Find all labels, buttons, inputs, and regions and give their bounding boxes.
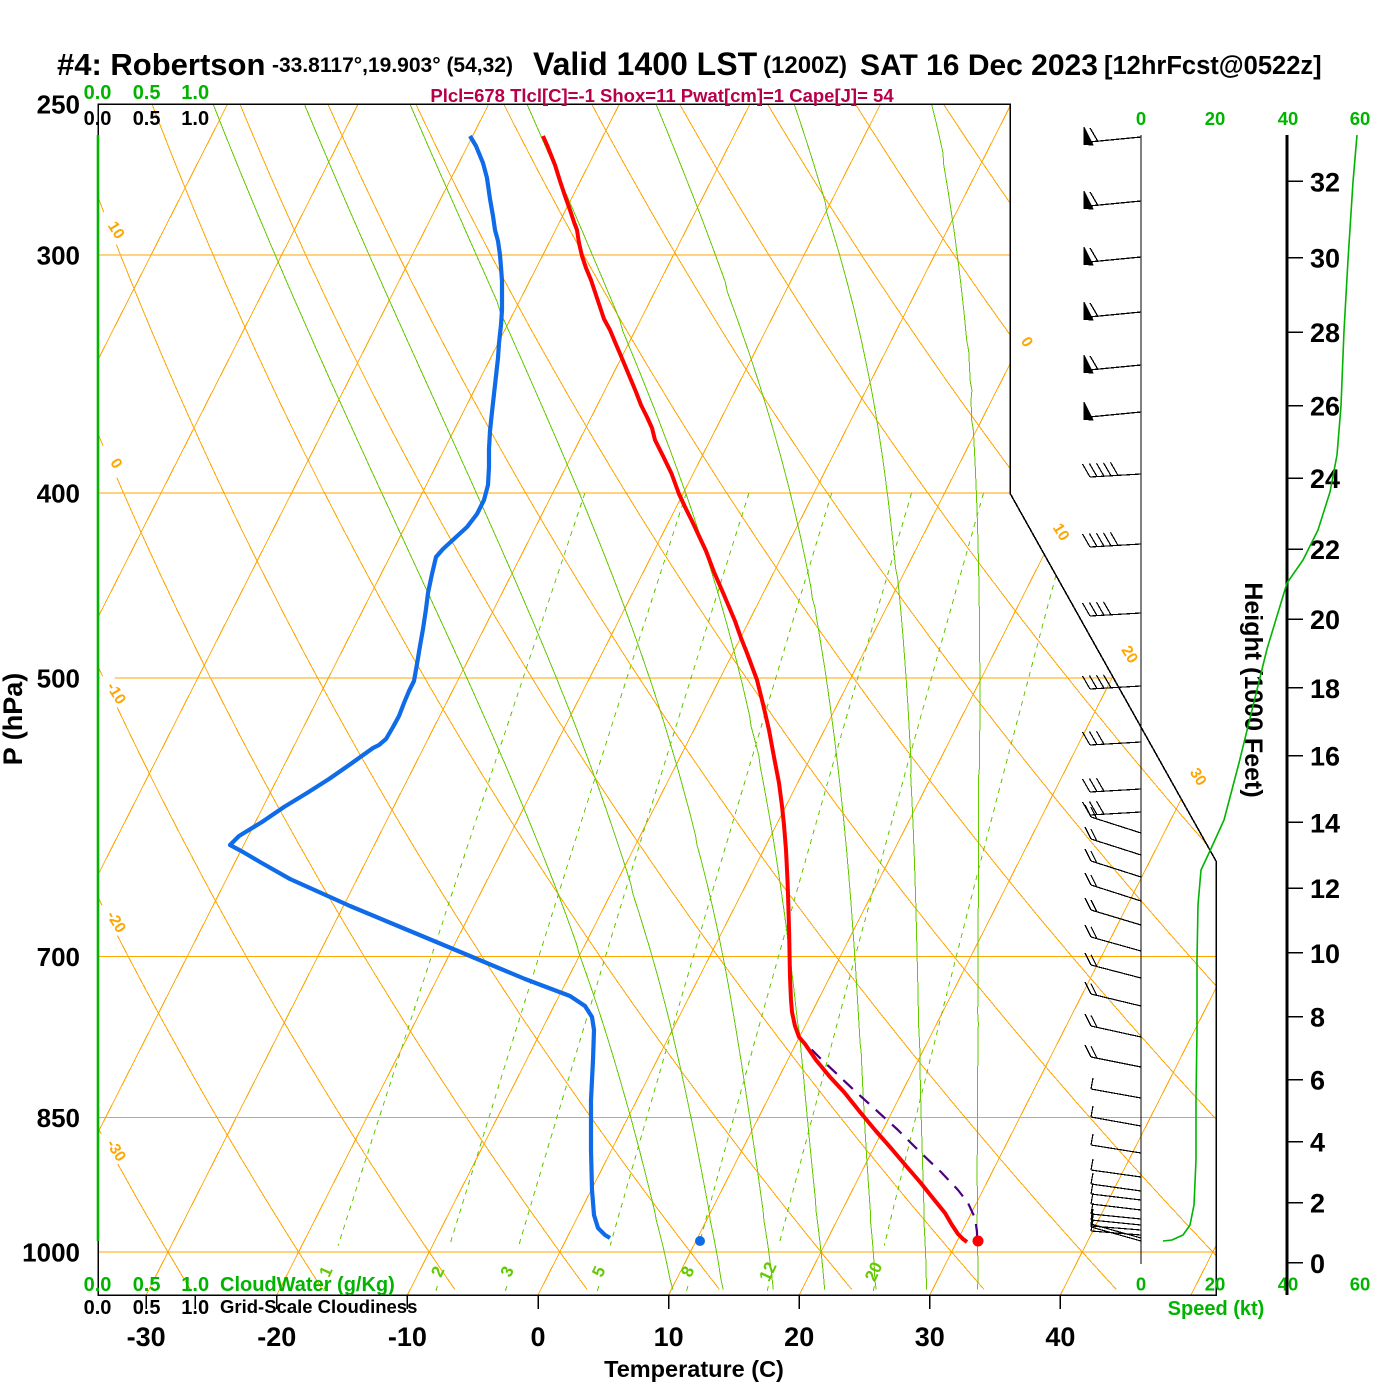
svg-text:Valid 1400 LST: Valid 1400 LST: [533, 46, 758, 82]
svg-text:8: 8: [1310, 1003, 1325, 1033]
svg-text:1.0: 1.0: [181, 1274, 209, 1296]
svg-text:1.0: 1.0: [181, 1297, 209, 1319]
svg-text:700: 700: [37, 942, 80, 972]
svg-text:850: 850: [37, 1103, 80, 1133]
svg-text:18: 18: [1310, 674, 1340, 704]
svg-text:0: 0: [1310, 1249, 1325, 1279]
svg-text:Height (1000 Feet): Height (1000 Feet): [1239, 582, 1267, 797]
svg-text:0.5: 0.5: [133, 82, 161, 104]
svg-text:Temperature (C): Temperature (C): [604, 1356, 784, 1382]
svg-text:10: 10: [104, 219, 128, 243]
svg-text:12: 12: [1310, 874, 1340, 904]
svg-text:-10: -10: [388, 1322, 427, 1352]
svg-text:300: 300: [37, 241, 80, 271]
svg-text:Speed (kt): Speed (kt): [1168, 1298, 1265, 1320]
svg-text:0.0: 0.0: [84, 1297, 112, 1319]
svg-text:0.0: 0.0: [84, 108, 112, 130]
svg-text:-30: -30: [127, 1322, 166, 1352]
svg-text:0: 0: [1136, 1274, 1146, 1295]
svg-text:400: 400: [37, 479, 80, 509]
svg-text:26: 26: [1310, 392, 1340, 422]
svg-text:22: 22: [1310, 535, 1340, 565]
svg-text:P (hPa): P (hPa): [0, 673, 28, 766]
svg-text:32: 32: [1310, 167, 1340, 197]
svg-text:0.5: 0.5: [133, 108, 161, 130]
svg-text:-20: -20: [257, 1322, 296, 1352]
svg-text:1.0: 1.0: [181, 82, 209, 104]
svg-text:10: 10: [654, 1322, 684, 1352]
svg-text:CloudWater (g/Kg): CloudWater (g/Kg): [220, 1274, 395, 1296]
svg-text:60: 60: [1350, 108, 1371, 129]
svg-text:16: 16: [1310, 742, 1340, 772]
svg-text:20: 20: [1117, 643, 1141, 667]
svg-text:0.0: 0.0: [84, 82, 112, 104]
svg-text:30: 30: [915, 1322, 945, 1352]
svg-text:0.5: 0.5: [133, 1297, 161, 1319]
svg-text:10: 10: [1049, 520, 1073, 544]
svg-text:SAT 16 Dec 2023: SAT 16 Dec 2023: [860, 49, 1098, 82]
svg-text:500: 500: [37, 664, 80, 694]
svg-text:1.0: 1.0: [181, 108, 209, 130]
svg-text:20: 20: [784, 1322, 814, 1352]
svg-text:4: 4: [1310, 1128, 1325, 1158]
svg-text:Grid-Scale Cloudiness: Grid-Scale Cloudiness: [220, 1296, 417, 1317]
svg-text:Plcl=678 Tlcl[C]=-1 Shox=11 Pw: Plcl=678 Tlcl[C]=-1 Shox=11 Pwat[cm]=1 C…: [430, 85, 894, 106]
svg-text:0: 0: [1136, 108, 1146, 129]
svg-text:2: 2: [1310, 1189, 1325, 1219]
svg-text:#4: Robertson: #4: Robertson: [57, 47, 265, 82]
svg-text:20: 20: [1310, 605, 1340, 635]
svg-text:0.5: 0.5: [133, 1274, 161, 1296]
svg-text:(1200Z): (1200Z): [763, 52, 847, 79]
svg-text:6: 6: [1310, 1066, 1325, 1096]
svg-text:40: 40: [1278, 108, 1299, 129]
svg-text:[12hrFcst@0522z]: [12hrFcst@0522z]: [1104, 52, 1322, 80]
svg-text:24: 24: [1310, 464, 1340, 494]
svg-text:0: 0: [530, 1322, 545, 1352]
svg-text:20: 20: [1205, 1274, 1226, 1295]
svg-text:20: 20: [1205, 108, 1226, 129]
svg-text:1000: 1000: [22, 1238, 80, 1268]
svg-text:14: 14: [1310, 808, 1340, 838]
svg-text:28: 28: [1310, 318, 1340, 348]
svg-text:30: 30: [1186, 765, 1210, 789]
svg-text:60: 60: [1350, 1274, 1371, 1295]
svg-text:250: 250: [37, 90, 80, 120]
svg-text:0.0: 0.0: [84, 1274, 112, 1296]
svg-text:10: 10: [1310, 939, 1340, 969]
svg-text:-33.8117°,19.903° (54,32): -33.8117°,19.903° (54,32): [272, 54, 513, 77]
svg-text:30: 30: [1310, 244, 1340, 274]
svg-text:40: 40: [1045, 1322, 1075, 1352]
